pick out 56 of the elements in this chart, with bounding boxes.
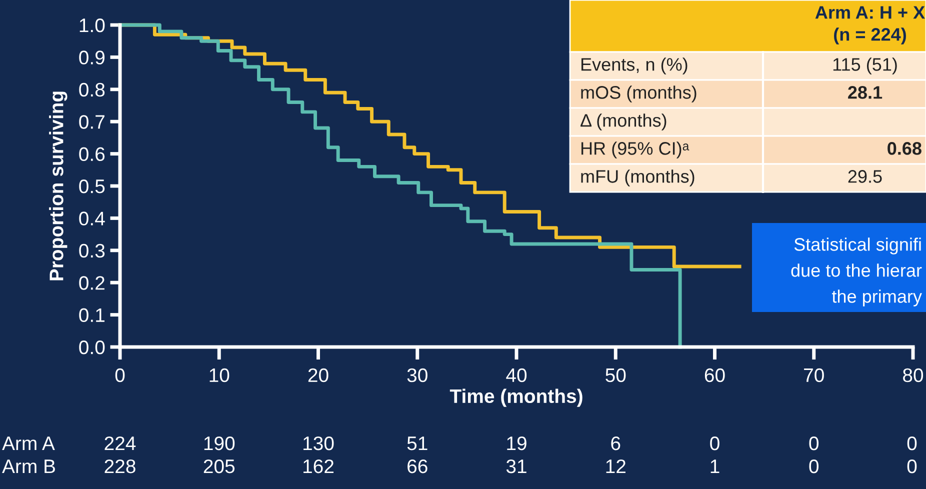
- text: 190: [204, 436, 235, 450]
- x-tick-label: 0: [115, 368, 125, 382]
- annotation: 115 (51): [833, 58, 897, 74]
- text: 0: [710, 436, 720, 450]
- text: Arm B: [2, 460, 55, 474]
- annotation: Events, n (%): [581, 58, 688, 74]
- text: 12: [606, 459, 626, 474]
- text: 19: [507, 436, 526, 450]
- x-tick-label: 80: [903, 368, 924, 382]
- text: 0: [809, 459, 819, 474]
- y-tick-label: 0.1: [79, 308, 104, 322]
- y-tick-label: 0.7: [79, 115, 104, 129]
- annotation: mFU (months): [581, 170, 694, 186]
- text: 162: [304, 459, 334, 474]
- y-axis-title: Proportion surviving: [49, 92, 68, 280]
- annotation: the primary: [832, 290, 922, 306]
- y-tick-label: 0.0: [79, 340, 105, 354]
- text: 228: [104, 459, 136, 474]
- text: 51: [407, 436, 428, 450]
- x-tick-label: 40: [506, 368, 527, 382]
- y-tick-label: 0.9: [79, 50, 104, 64]
- x-tick-label: 30: [407, 368, 428, 382]
- text: 205: [204, 459, 235, 474]
- y-tick-label: 1.0: [80, 18, 105, 32]
- text: Arm A: H + X: [815, 6, 925, 19]
- annotation: HR (95% CI)ᵃ: [581, 142, 690, 158]
- x-tick-label: 70: [804, 368, 824, 382]
- x-tick-label: 60: [704, 368, 725, 382]
- text: 224: [104, 436, 136, 450]
- y-tick-label: 0.5: [79, 179, 105, 194]
- x-tick-label: 10: [210, 368, 230, 382]
- text: 0: [809, 436, 819, 450]
- annotation: 28.1: [848, 86, 882, 99]
- text: 6: [611, 436, 620, 450]
- y-tick-label: 0.4: [79, 212, 105, 226]
- annotation: mOS (months): [581, 86, 696, 102]
- annotation: due to the hierar: [791, 264, 922, 277]
- x-tick-label: 20: [308, 368, 328, 382]
- y-tick-label: 0.8: [79, 82, 105, 97]
- x-axis-title: Time (months): [450, 388, 582, 407]
- annotation: 0.68: [888, 142, 922, 155]
- text: 31: [506, 459, 526, 474]
- y-tick-label: 0.3: [79, 244, 105, 258]
- annotation: Statistical signifi: [794, 238, 921, 254]
- y-tick-label: 0.2: [79, 276, 104, 290]
- annotation: 29.5: [848, 170, 882, 183]
- text: 1: [710, 460, 720, 474]
- text: 130: [304, 436, 334, 450]
- y-tick-label: 0.6: [79, 147, 105, 162]
- text: 66: [408, 459, 428, 474]
- x-tick-label: 50: [606, 368, 626, 382]
- text: 0: [907, 459, 917, 474]
- text: 0: [907, 436, 917, 450]
- annotation: (n = 224): [834, 28, 906, 44]
- annotation: Δ (months): [580, 114, 666, 130]
- text: Arm A: [2, 436, 55, 450]
